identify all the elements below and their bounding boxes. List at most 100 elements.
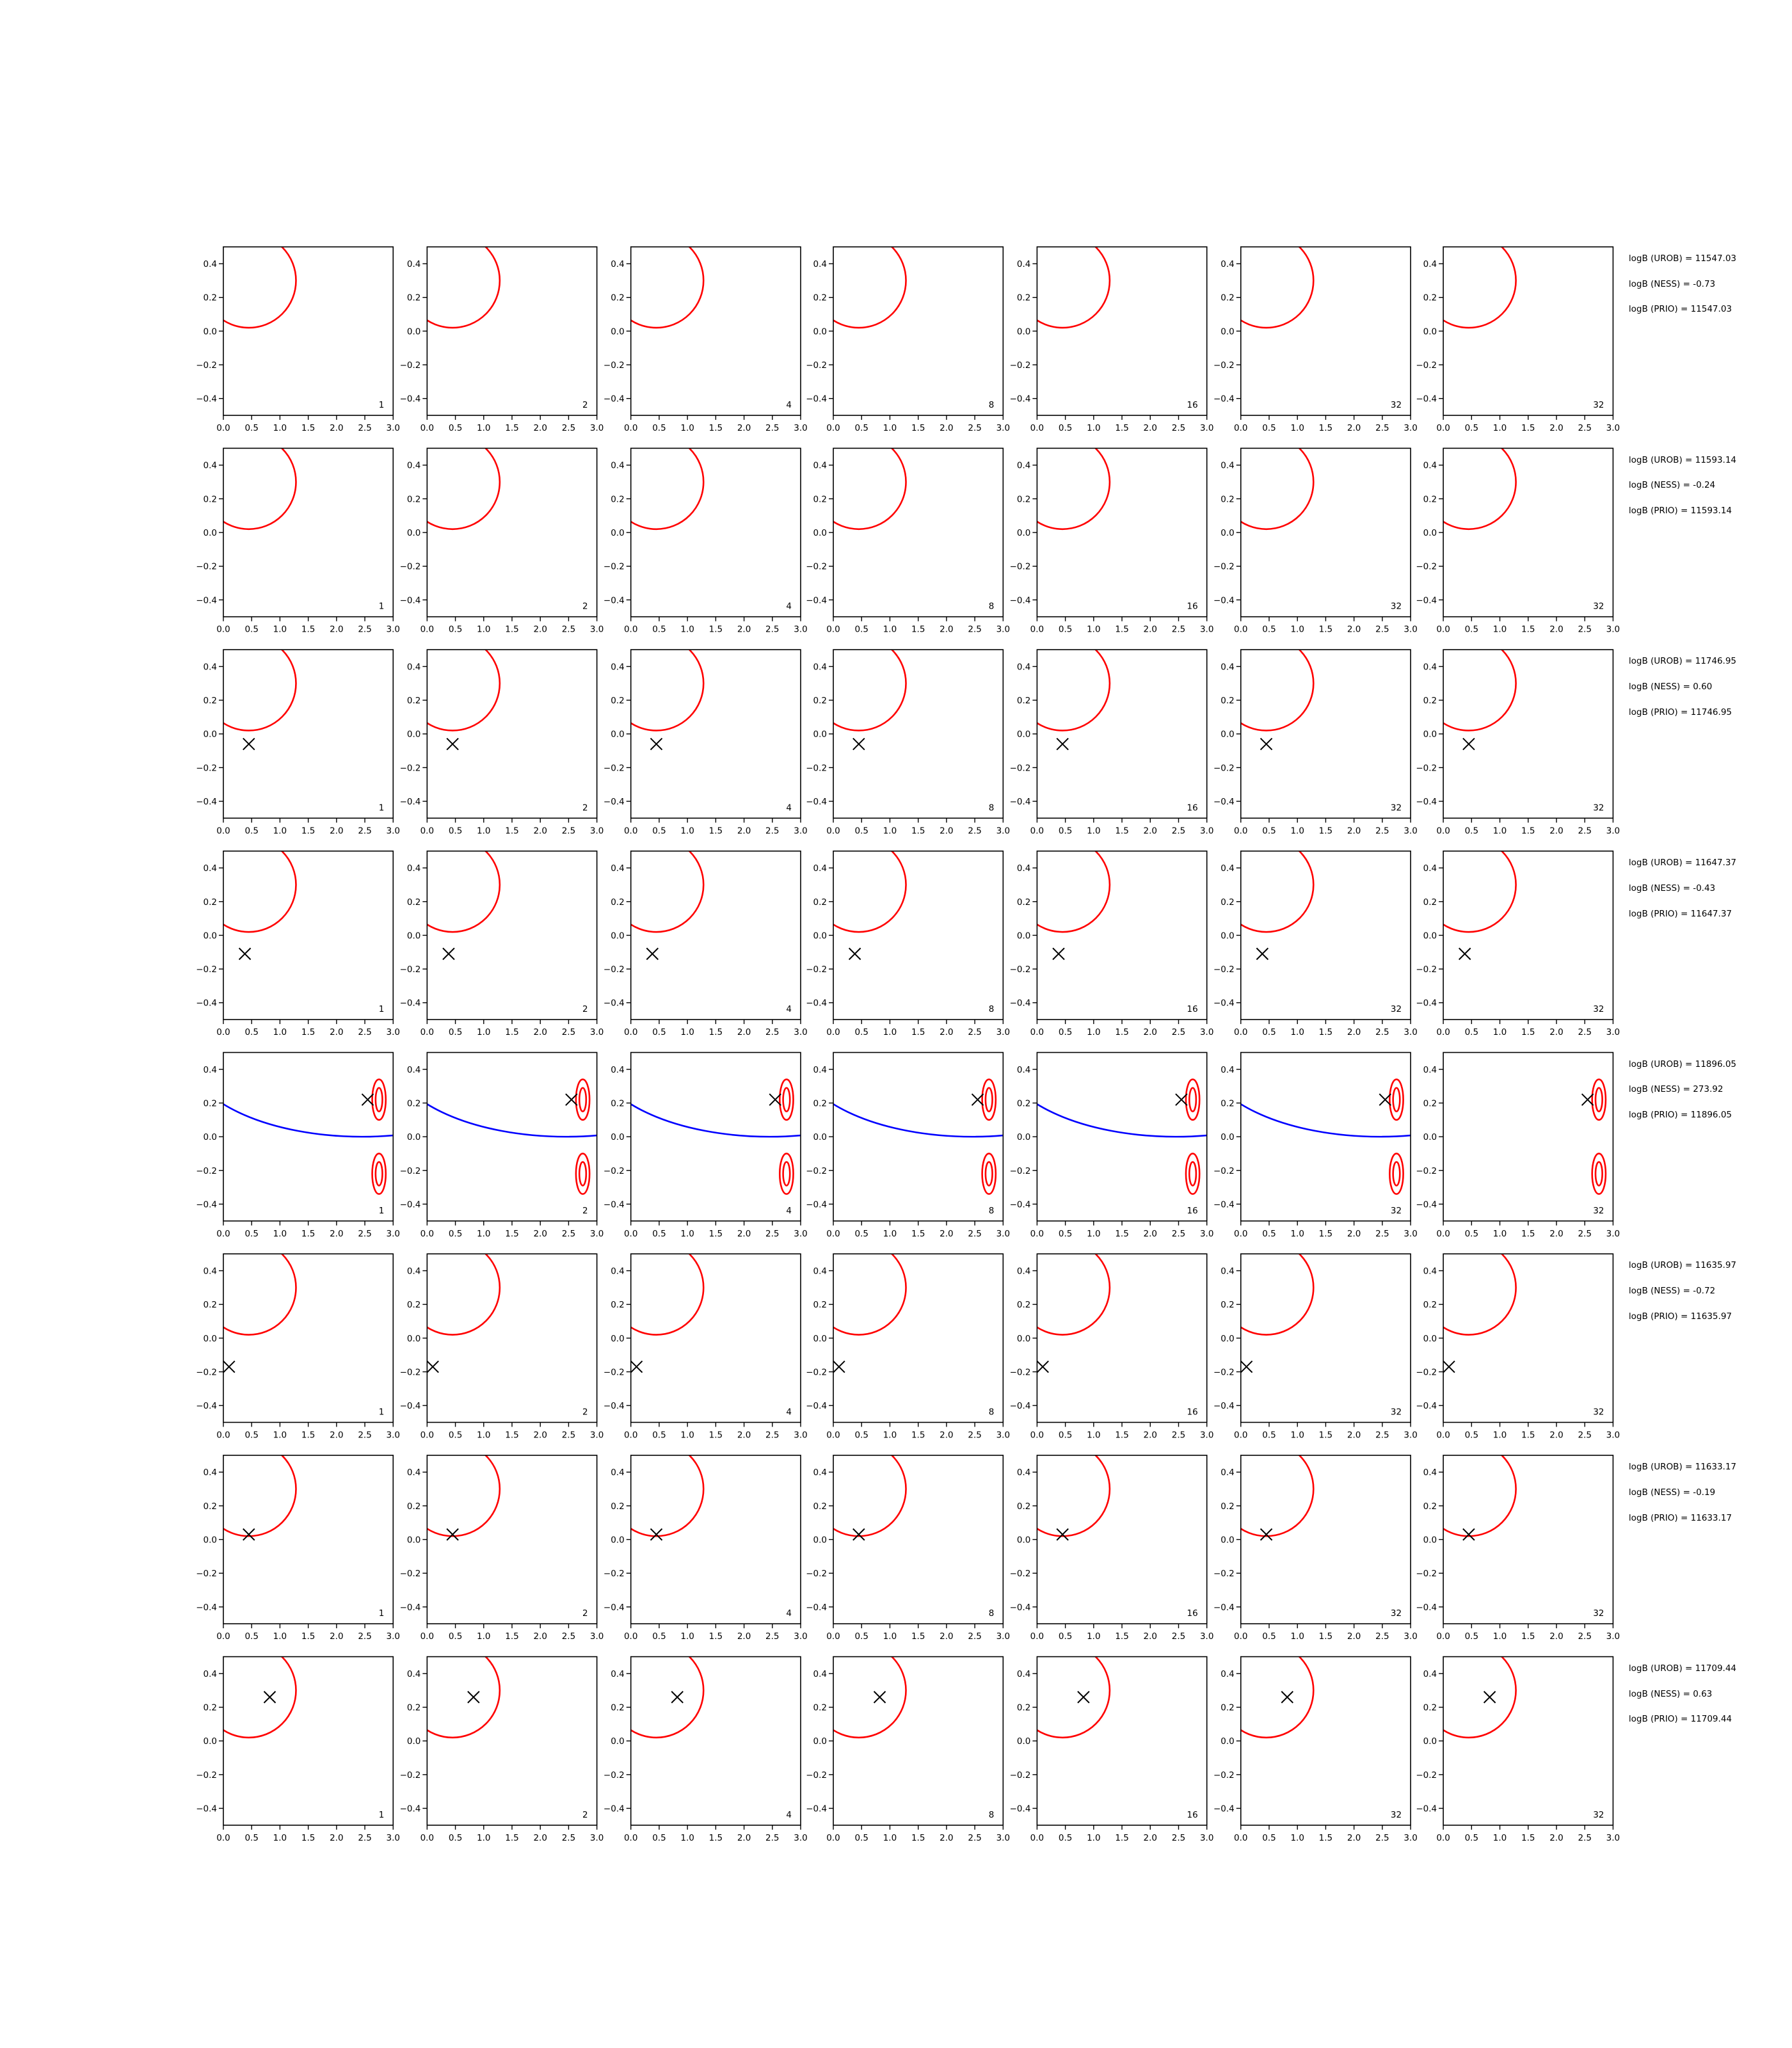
x-marker <box>1379 1093 1391 1106</box>
y-tick-label: 0.0 <box>203 326 216 337</box>
x-tick-label: 0.0 <box>826 1027 840 1037</box>
x-tick-label: 1.5 <box>709 1631 723 1642</box>
y-tick-label: 0.2 <box>1220 696 1234 706</box>
y-tick-label: 0.0 <box>1220 1736 1234 1747</box>
y-tick-label: 0.4 <box>203 1468 216 1478</box>
y-tick-label: −0.2 <box>1010 562 1031 572</box>
panel-number-label: 2 <box>582 1608 588 1619</box>
x-tick-label: 1.5 <box>505 1229 518 1239</box>
red-contour <box>1591 1153 1607 1195</box>
y-tick-label: 0.2 <box>1220 1300 1234 1310</box>
x-tick-label: 2.5 <box>1375 1631 1389 1642</box>
x-tick-label: 1.0 <box>477 1027 490 1037</box>
blue-contour <box>223 1103 394 1138</box>
x-marker <box>361 1093 374 1106</box>
x-tick-label: 3.0 <box>996 1833 1010 1843</box>
y-tick-label: 0.2 <box>813 1098 827 1108</box>
panel-r7-c3: 0.0 0.5 1.0 1.5 2.0 2.5 3.0 0.4 0.2 0.0 −0.2 −0.4 4 <box>604 1455 808 1642</box>
x-tick-label: 2.0 <box>940 625 953 635</box>
contours <box>1443 851 1517 933</box>
y-tick-label: 0.2 <box>407 1501 420 1512</box>
x-tick-label: 2.5 <box>1172 1229 1185 1239</box>
panel-number-label: 16 <box>1187 602 1198 612</box>
panel-r7-c1: 0.0 0.5 1.0 1.5 2.0 2.5 3.0 0.4 0.2 0.0 −0.2 −0.4 1 <box>196 1455 400 1642</box>
x-tick-label: 1.0 <box>1493 423 1507 433</box>
y-tick-label: −0.2 <box>196 360 217 371</box>
y-tick-label: 0.2 <box>203 1300 216 1310</box>
panel-number-label: 32 <box>1391 1608 1402 1619</box>
axes-frame <box>223 447 394 618</box>
panel-r7-c7: 0.0 0.5 1.0 1.5 2.0 2.5 3.0 0.4 0.2 0.0 −0.2 −0.4 32 <box>1416 1455 1620 1642</box>
y-tick-label: −0.2 <box>806 1770 827 1780</box>
x-tick-label: 2.5 <box>562 1833 575 1843</box>
x-tick-label: 1.0 <box>680 423 694 433</box>
x-tick-label: 2.0 <box>1347 1027 1361 1037</box>
red-contour <box>833 1656 907 1739</box>
x-tick-label: 1.0 <box>680 1229 694 1239</box>
panel-number-label: 32 <box>1593 803 1604 813</box>
x-tick-label: 1.5 <box>301 826 315 836</box>
x-tick-label: 0.5 <box>1059 1027 1072 1037</box>
x-marker <box>243 737 255 751</box>
red-contour <box>374 1161 383 1187</box>
y-tick-label: 0.0 <box>813 1535 827 1546</box>
panel-r8-c7: 0.0 0.5 1.0 1.5 2.0 2.5 3.0 0.4 0.2 0.0 −0.2 −0.4 32 <box>1416 1656 1620 1843</box>
x-tick-label: 1.0 <box>1290 1229 1304 1239</box>
contours <box>1443 1656 1517 1739</box>
x-tick-label: 1.5 <box>1521 826 1535 836</box>
y-tick-label: −0.2 <box>1213 562 1235 572</box>
x-marker <box>426 1360 439 1373</box>
y-tick-label: −0.2 <box>604 1166 625 1176</box>
panel-number-label: 1 <box>379 1004 385 1014</box>
x-tick-label: 3.0 <box>1404 1027 1417 1037</box>
y-tick-label: 0.0 <box>1220 528 1234 538</box>
panel-r8-c5: 0.0 0.5 1.0 1.5 2.0 2.5 3.0 0.4 0.2 0.0 −0.2 −0.4 16 <box>1010 1656 1213 1843</box>
x-tick-label: 0.5 <box>855 1833 868 1843</box>
x-tick-label: 1.5 <box>505 1631 518 1642</box>
panel-r1-c4: 0.0 0.5 1.0 1.5 2.0 2.5 3.0 0.4 0.2 0.0 −0.2 −0.4 8 <box>806 246 1010 433</box>
blue-contour <box>1240 1103 1411 1138</box>
y-tick-label: 0.2 <box>611 1300 624 1310</box>
x-tick-label: 3.0 <box>794 1833 807 1843</box>
red-contour <box>427 1656 501 1739</box>
y-tick-label: 0.4 <box>813 1669 827 1679</box>
y-tick-label: −0.2 <box>604 763 625 773</box>
axes-frame <box>630 447 801 618</box>
y-tick-label: −0.2 <box>400 1166 421 1176</box>
panel-number-label: 8 <box>989 803 995 813</box>
x-tick-label: 1.5 <box>1521 1631 1535 1642</box>
red-contour <box>374 1087 383 1112</box>
contours <box>833 1455 907 1537</box>
x-tick-label: 3.0 <box>794 826 807 836</box>
x-tick-label: 2.5 <box>765 1430 779 1440</box>
y-tick-label: 0.0 <box>407 1132 420 1142</box>
contours <box>833 650 907 732</box>
y-tick-label: 0.4 <box>407 1669 420 1679</box>
x-tick-label: 2.5 <box>765 826 779 836</box>
axes-frame <box>1240 850 1411 1020</box>
x-tick-label: 1.0 <box>1493 625 1507 635</box>
x-tick-label: 1.0 <box>1087 1833 1100 1843</box>
red-contour <box>427 1455 501 1537</box>
x-tick-label: 1.5 <box>709 826 723 836</box>
x-marker <box>630 1360 643 1373</box>
red-contour <box>1240 246 1315 329</box>
axes-frame <box>833 447 1004 618</box>
x-tick-label: 2.0 <box>1347 826 1361 836</box>
y-tick-label: 0.0 <box>1220 1334 1234 1344</box>
y-tick-label: −0.2 <box>806 1569 827 1579</box>
y-tick-label: 0.4 <box>1220 1267 1234 1277</box>
y-tick-label: −0.2 <box>400 763 421 773</box>
red-contour <box>1392 1161 1401 1187</box>
x-tick-label: 2.0 <box>533 625 547 635</box>
y-tick-label: −0.4 <box>196 797 217 807</box>
axes-frame <box>1240 447 1411 618</box>
y-tick-label: 0.0 <box>1423 730 1437 740</box>
red-contour <box>778 1153 794 1195</box>
axes-frame <box>1036 246 1208 416</box>
axes-frame <box>630 1455 801 1624</box>
x-tick-label: 3.0 <box>794 625 807 635</box>
red-contour <box>1037 1656 1111 1739</box>
y-tick-label: 0.2 <box>1017 293 1030 303</box>
x-tick-label: 1.0 <box>1087 1430 1100 1440</box>
